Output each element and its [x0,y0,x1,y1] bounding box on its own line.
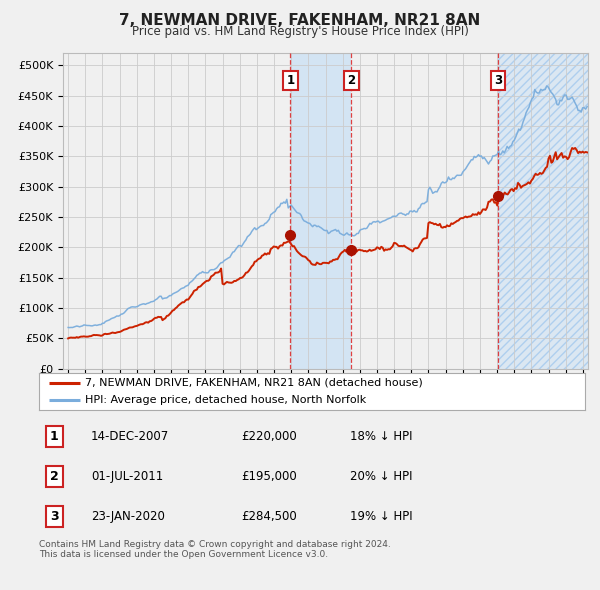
Text: Contains HM Land Registry data © Crown copyright and database right 2024.
This d: Contains HM Land Registry data © Crown c… [39,540,391,559]
Text: 7, NEWMAN DRIVE, FAKENHAM, NR21 8AN (detached house): 7, NEWMAN DRIVE, FAKENHAM, NR21 8AN (det… [85,378,423,388]
Text: 3: 3 [494,74,502,87]
Text: 19% ↓ HPI: 19% ↓ HPI [350,510,413,523]
Text: 14-DEC-2007: 14-DEC-2007 [91,430,169,443]
Text: £195,000: £195,000 [241,470,297,483]
Text: HPI: Average price, detached house, North Norfolk: HPI: Average price, detached house, Nort… [85,395,367,405]
Text: 3: 3 [50,510,59,523]
Text: 18% ↓ HPI: 18% ↓ HPI [350,430,413,443]
Text: 1: 1 [50,430,59,443]
Text: £284,500: £284,500 [241,510,297,523]
Text: £220,000: £220,000 [241,430,297,443]
Text: 7, NEWMAN DRIVE, FAKENHAM, NR21 8AN: 7, NEWMAN DRIVE, FAKENHAM, NR21 8AN [119,13,481,28]
Text: 1: 1 [286,74,295,87]
Bar [498,53,588,369]
Text: 01-JUL-2011: 01-JUL-2011 [91,470,163,483]
Text: 2: 2 [347,74,355,87]
Text: 23-JAN-2020: 23-JAN-2020 [91,510,165,523]
Bar [290,53,351,369]
Text: 20% ↓ HPI: 20% ↓ HPI [350,470,413,483]
Text: Price paid vs. HM Land Registry's House Price Index (HPI): Price paid vs. HM Land Registry's House … [131,25,469,38]
Text: 2: 2 [50,470,59,483]
Bar [498,53,588,369]
